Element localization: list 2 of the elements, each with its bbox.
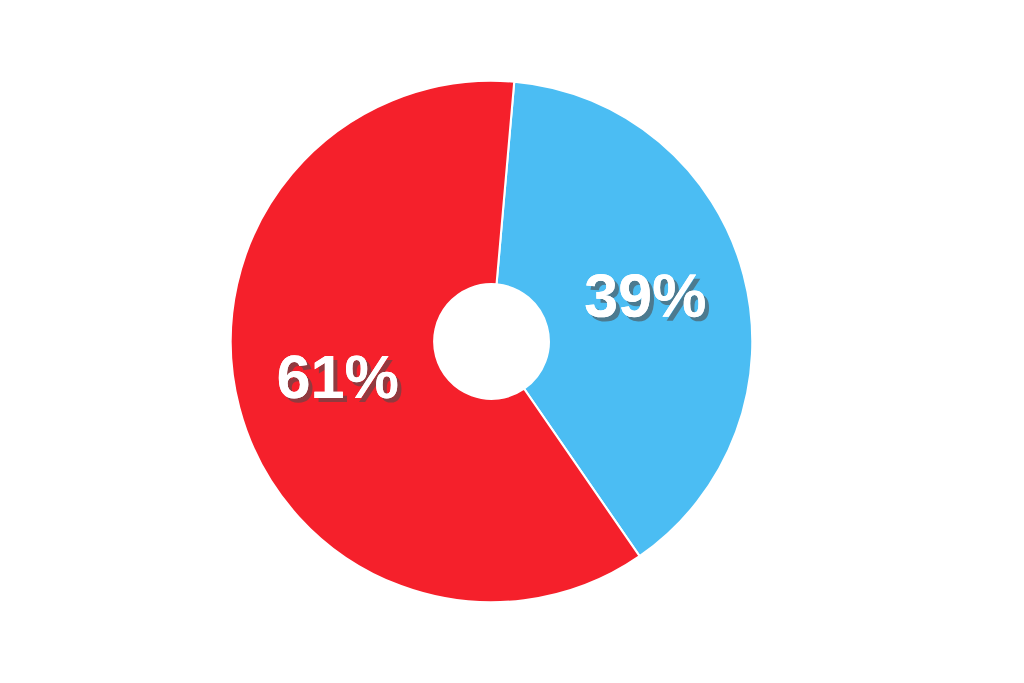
data-label: 39% bbox=[585, 273, 710, 322]
data-label: 61% bbox=[278, 355, 402, 403]
